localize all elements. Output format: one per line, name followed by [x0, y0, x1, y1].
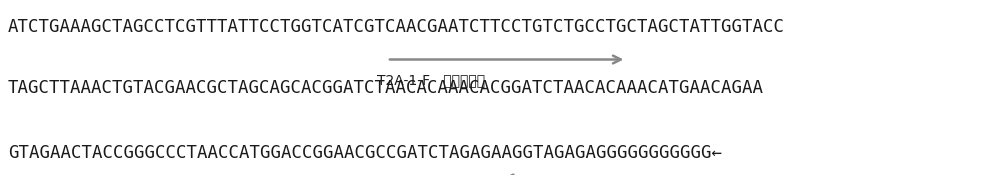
Text: GTAGAACTACCGGGCCCTAACCATGGACCGGAACGCCGATCTAGAGAAGGTAGAGAGGGGGGGGGGG←: GTAGAACTACCGGGCCCTAACCATGGACCGGAACGCCGAT… [8, 144, 722, 162]
Text: ATCTGAAAGCTAGCCTCGTTTATTCCTGGTCATCGTCAACGAATCTTCCTGTCTGCCTGCTAGCTATTGGTACC: ATCTGAAAGCTAGCCTCGTTTATTCCTGGTCATCGTCAAC… [8, 18, 785, 36]
Text: T2A-1-F   农业农村部: T2A-1-F 农业农村部 [377, 74, 485, 88]
Text: TAGCTTAAACTGTACGAACGCTAGCAGCACGGATCTAACACAAACACGGATCTAACACAAACATGAACAGAA: TAGCTTAAACTGTACGAACGCTAGCAGCACGGATCTAACA… [8, 79, 764, 97]
